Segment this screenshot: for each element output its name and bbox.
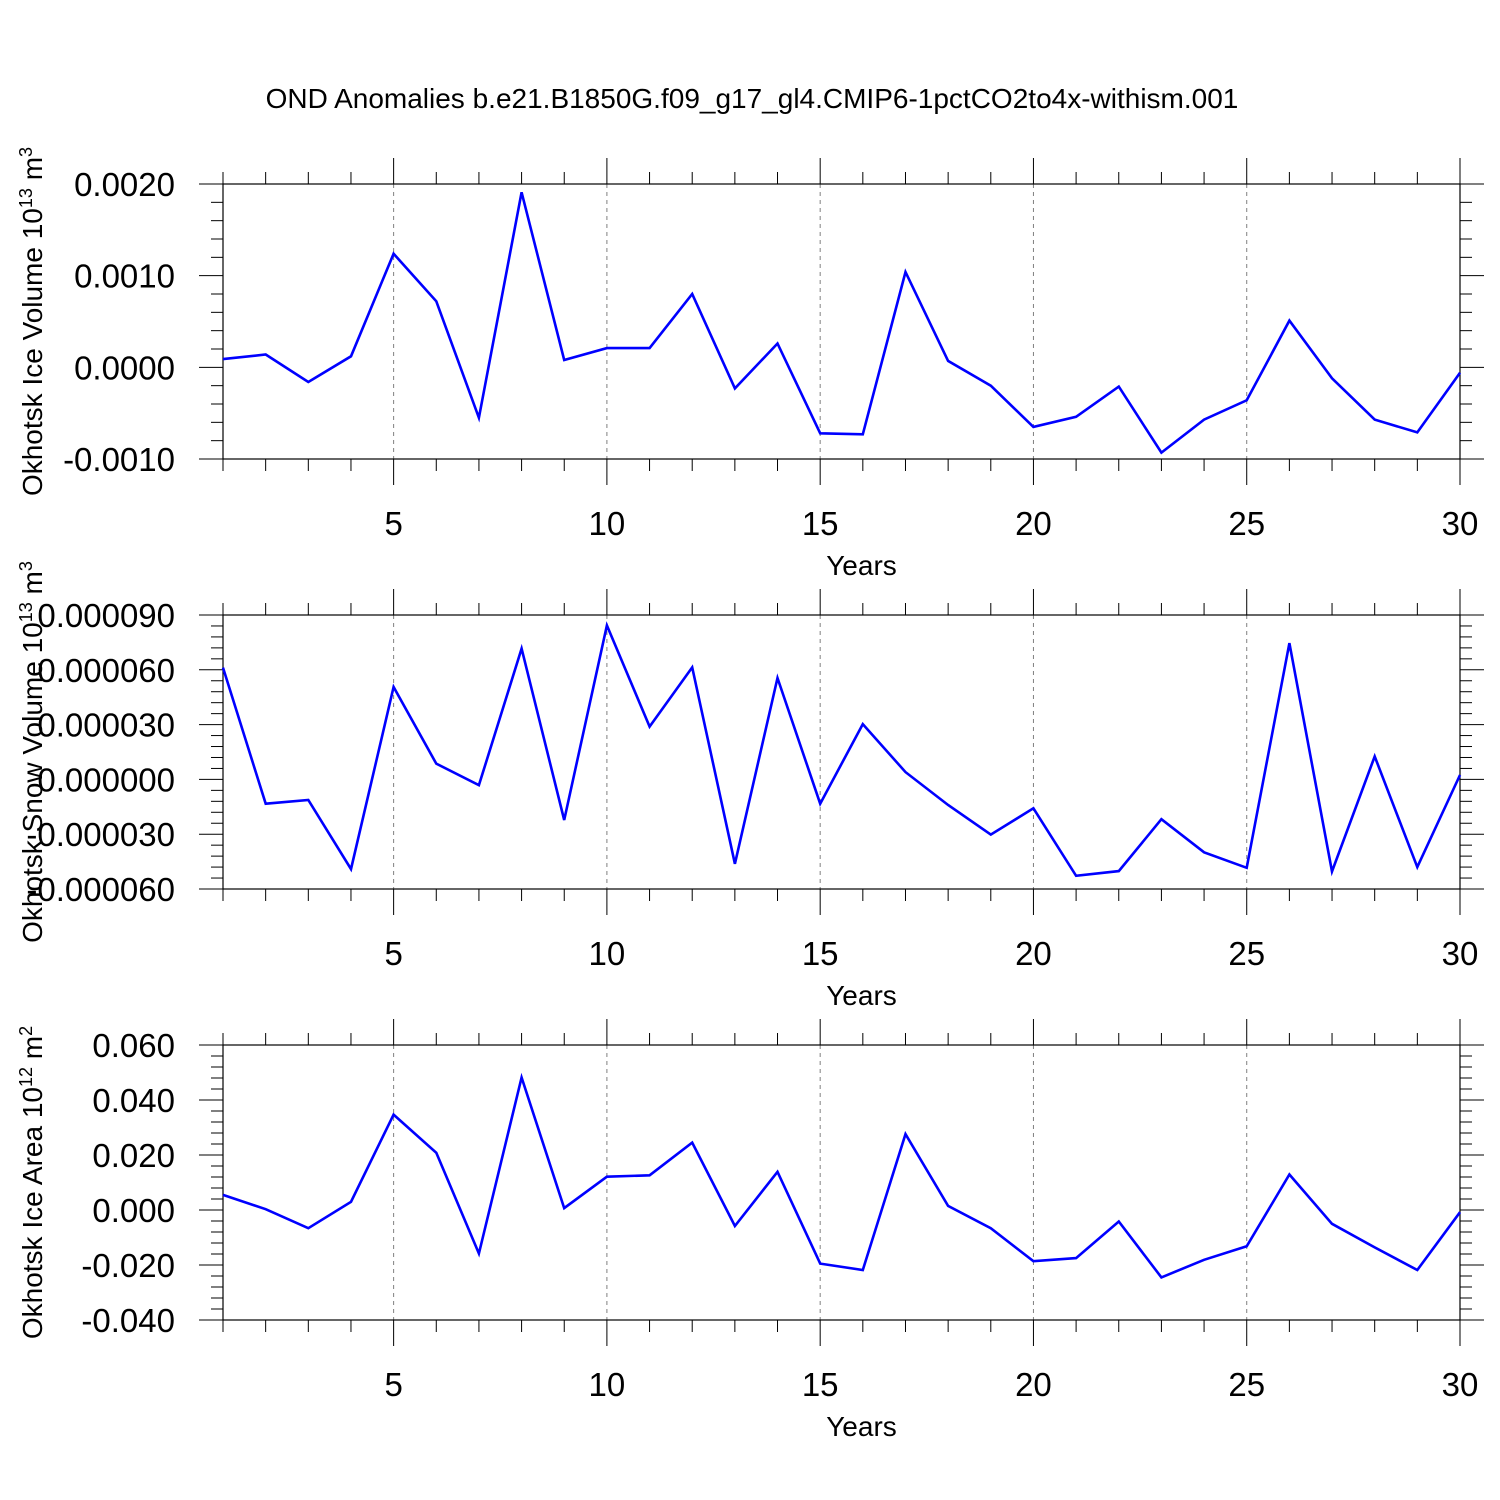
- x-tick-label: 5: [384, 1366, 402, 1403]
- x-tick-label: 25: [1228, 505, 1265, 542]
- series-line: [221, 621, 1462, 878]
- x-axis-label: Years: [826, 550, 897, 581]
- y-tick-label: 0.020: [92, 1137, 175, 1174]
- y-tick-label: -0.000030: [26, 816, 175, 853]
- y-tick-label: 0.000030: [37, 707, 175, 744]
- y-axis-label: Okhotsk Ice Volume 1013 m3: [16, 147, 48, 496]
- plot-frame: [222, 614, 1461, 890]
- x-tick-label: 20: [1015, 935, 1052, 972]
- x-tick-label: 30: [1442, 1366, 1479, 1403]
- x-tick-label: 15: [802, 935, 839, 972]
- panel-1: 5 10 15 20 25 30 -0.0010 0.0000 0.0010 0.0020 Year…: [16, 147, 1484, 581]
- x-axis-label: Years: [826, 980, 897, 1011]
- x-tick-label: 10: [589, 935, 626, 972]
- y-tick-label: 0.000090: [37, 597, 175, 634]
- y-tick-label: -0.020: [81, 1247, 175, 1284]
- y-tick-label: 0.0010: [74, 258, 175, 295]
- x-tick-label: 20: [1015, 1366, 1052, 1403]
- series-line: [222, 191, 1462, 455]
- x-tick-label: 30: [1442, 935, 1479, 972]
- y-tick-label: 0.000000: [37, 761, 175, 798]
- figure-title: OND Anomalies b.e21.B1850G.f09_g17_gl4.C…: [266, 83, 1239, 114]
- y-tick-label: -0.000060: [26, 871, 175, 908]
- x-axis-label: Years: [826, 1411, 897, 1442]
- panel-3: 5 10 15 20 25 30 -0.040 -0.020 0.000 0.020 0.040 0.…: [16, 1019, 1484, 1442]
- x-tick-label: 25: [1228, 935, 1265, 972]
- x-tick-label: 10: [589, 1366, 626, 1403]
- x-tick-label: 15: [802, 1366, 839, 1403]
- x-tick-label: 5: [384, 935, 402, 972]
- plot-frame: [222, 1044, 1461, 1321]
- y-tick-label: 0.040: [92, 1082, 175, 1119]
- panels: 5 10 15 20 25 30 -0.0010 0.0000 0.0010 0.0020 Year…: [16, 147, 1484, 1442]
- x-tick-label: 10: [589, 505, 626, 542]
- x-tick-label: 5: [384, 505, 402, 542]
- y-tick-label: 0.060: [92, 1027, 175, 1064]
- y-tick-label: -0.040: [81, 1302, 175, 1339]
- y-tick-label: 0.000060: [37, 652, 175, 689]
- y-tick-label: 0.0020: [74, 166, 175, 203]
- plot-frame: [222, 183, 1461, 460]
- x-tick-label: 25: [1228, 1366, 1265, 1403]
- y-axis-label: Okhotsk Snow Volume 1013 m3: [16, 561, 48, 943]
- series-line: [222, 1072, 1462, 1279]
- y-axis-label: Okhotsk Ice Area 1012 m2: [16, 1026, 48, 1339]
- x-tick-label: 15: [802, 505, 839, 542]
- x-tick-label: 20: [1015, 505, 1052, 542]
- panel-2: 5 10 15 20 25 30 -0.000060 -0.000030 0.000000 0.0…: [16, 561, 1484, 1011]
- y-tick-label: -0.0010: [63, 441, 175, 478]
- x-tick-label: 30: [1442, 505, 1479, 542]
- y-tick-label: 0.000: [92, 1192, 175, 1229]
- y-tick-label: 0.0000: [74, 349, 175, 386]
